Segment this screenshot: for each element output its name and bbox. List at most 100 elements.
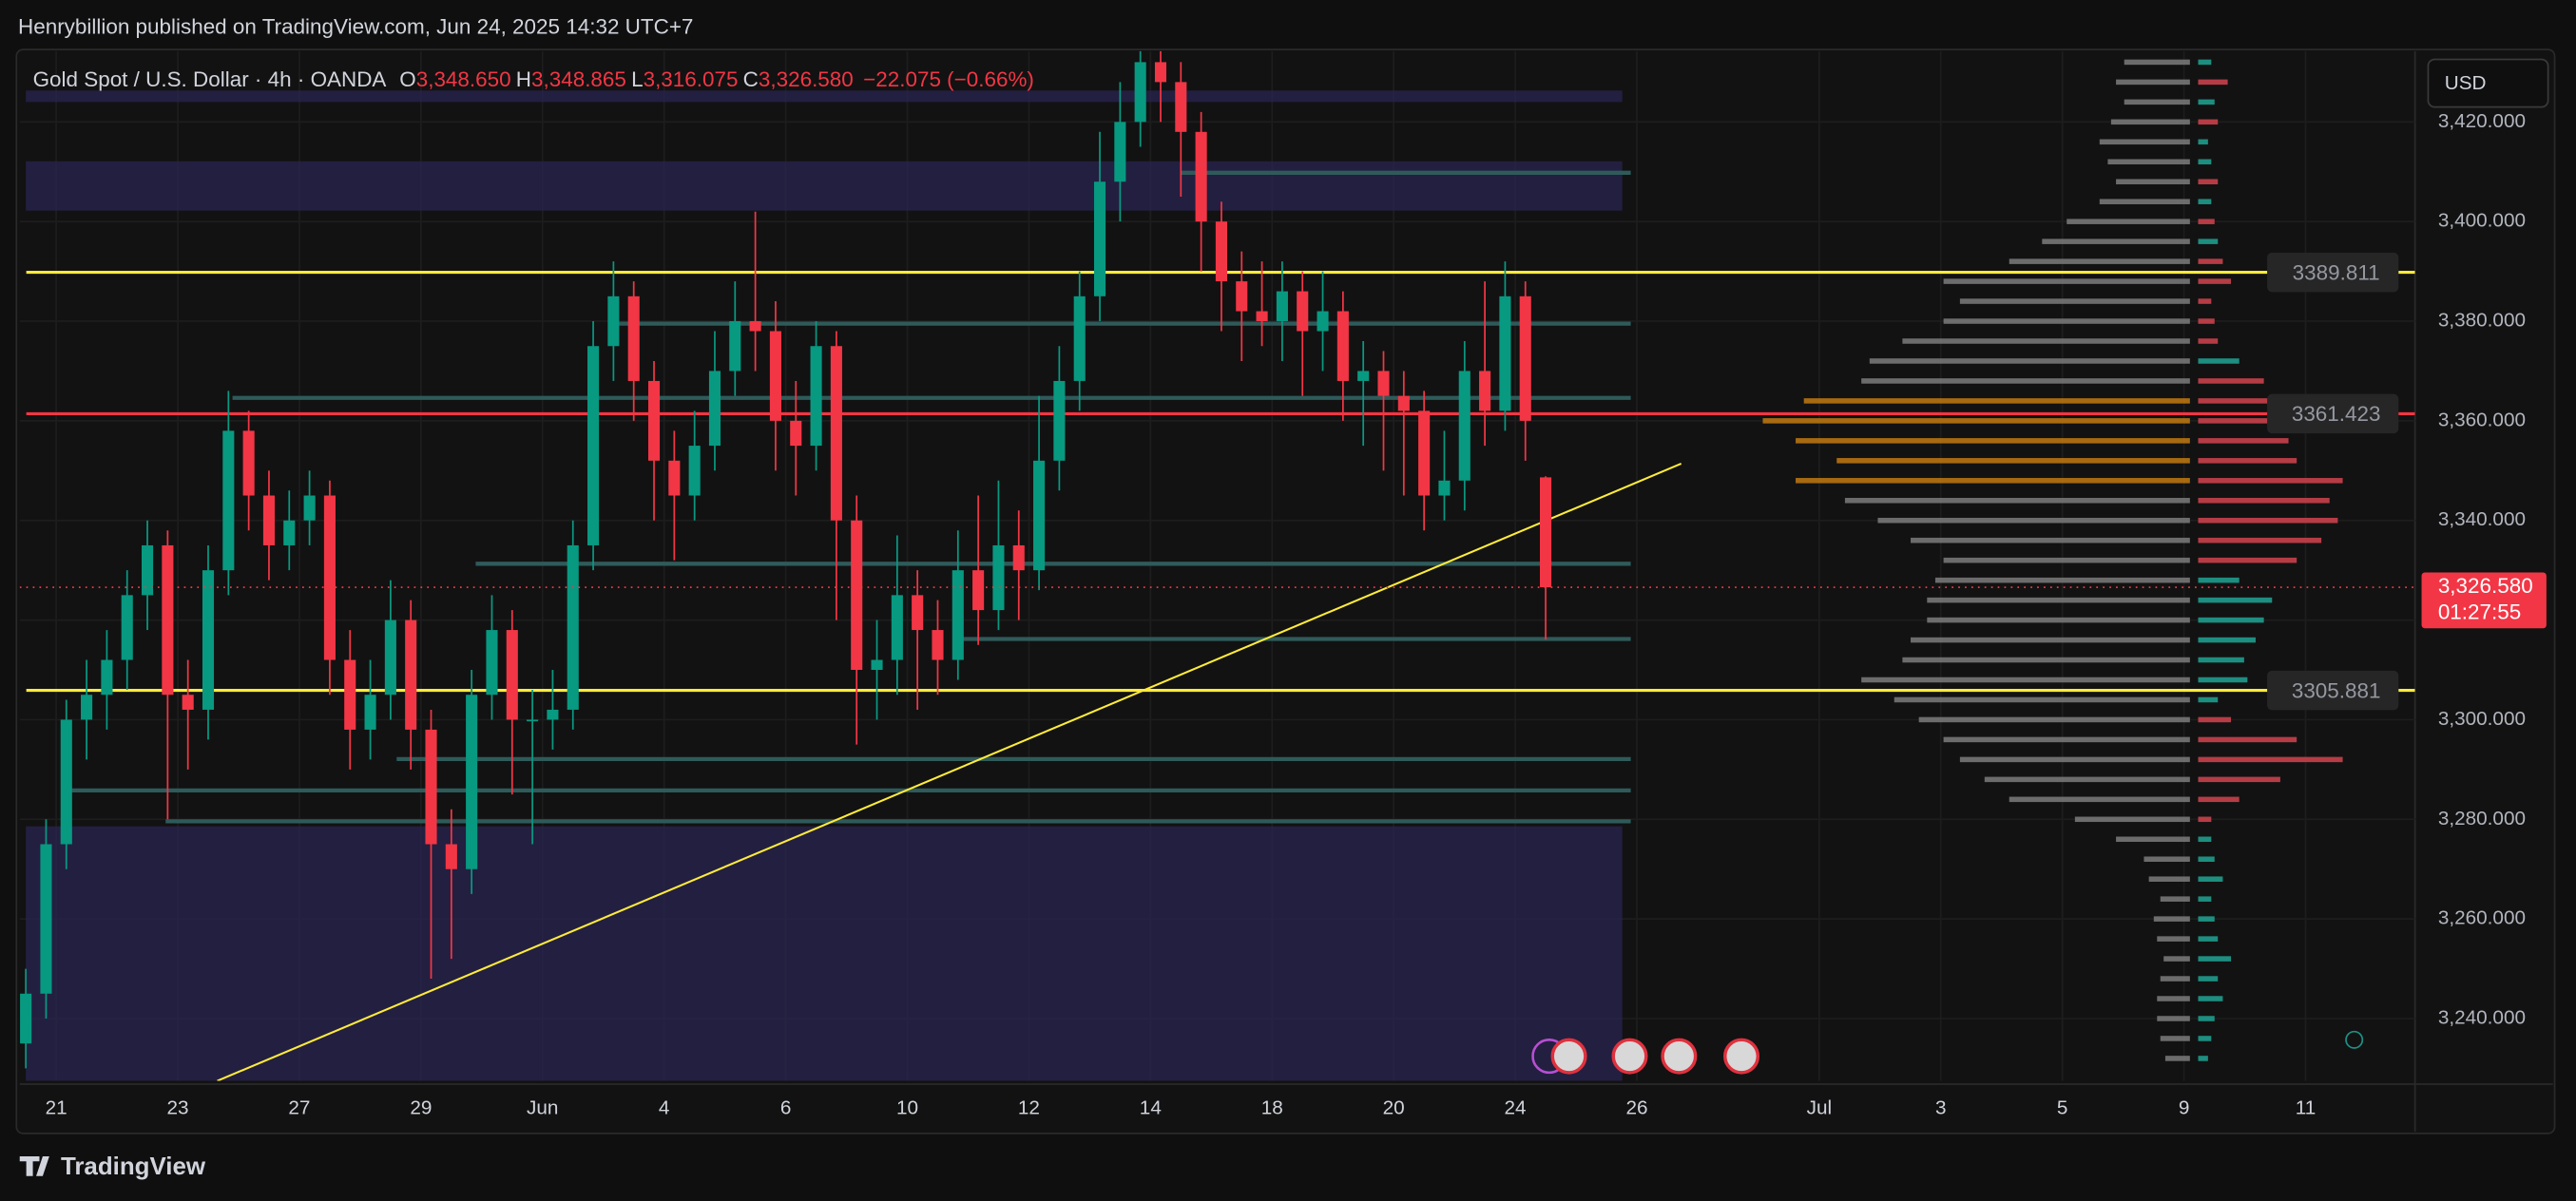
currency[interactable]: USD <box>2445 72 2487 94</box>
candle-body <box>182 695 194 710</box>
candle-body <box>851 520 863 671</box>
delta-bar <box>2198 996 2223 1001</box>
symbol: Gold Spot / U.S. Dollar · 4h · OANDA <box>33 67 387 91</box>
candle-body <box>81 695 93 720</box>
candle-body <box>1154 62 1167 83</box>
volume-bar <box>1796 438 2190 444</box>
volume-bar <box>2124 59 2190 66</box>
event-icon[interactable] <box>1611 1038 1648 1075</box>
delta-bar <box>2198 896 2212 902</box>
ohlc-key: H <box>516 67 531 91</box>
volume-bar <box>2107 159 2190 165</box>
x-tick-label: 20 <box>1383 1096 1405 1118</box>
candle-body <box>506 630 518 720</box>
delta-bar <box>2198 517 2338 524</box>
candle-body <box>466 695 478 869</box>
volume-bar <box>2009 796 2190 803</box>
candle-body <box>425 729 437 845</box>
x-tick-label: 29 <box>410 1096 432 1118</box>
candle-body <box>40 844 52 994</box>
candle-body <box>527 719 539 722</box>
candle-body <box>1418 410 1431 496</box>
volume-bar <box>2099 139 2190 145</box>
volume-bar <box>2160 896 2190 902</box>
volume-bar <box>2148 876 2190 882</box>
x-tick-label: 3 <box>1935 1096 1947 1118</box>
event-icon[interactable] <box>1661 1038 1698 1075</box>
candle-body <box>262 495 276 545</box>
y-tick-label: 3,380.000 <box>2438 309 2526 331</box>
event-icon[interactable] <box>1723 1038 1760 1075</box>
candle-body <box>1093 181 1106 296</box>
event-icon[interactable] <box>1550 1038 1587 1075</box>
ohlc-value: 3,316.075 <box>644 67 739 91</box>
x-tick-label: 24 <box>1505 1096 1527 1118</box>
candle-body <box>1215 221 1227 282</box>
volume-bar <box>2099 199 2190 204</box>
volume-bar <box>2164 1056 2190 1061</box>
candle-body <box>60 719 72 845</box>
event-icons <box>1531 1038 1760 1075</box>
candle-body <box>607 295 620 347</box>
candle-body <box>405 620 417 730</box>
delta-bar <box>2198 179 2219 185</box>
volume-bar <box>2116 836 2190 843</box>
candle-body <box>20 993 32 1044</box>
x-tick-label: 23 <box>167 1096 189 1118</box>
y-tick-label: 3,280.000 <box>2438 808 2526 829</box>
ohlc-value: 3,348.865 <box>531 67 626 91</box>
y-tick-label: 3,420.000 <box>2438 110 2526 132</box>
volume-bar <box>2009 258 2190 264</box>
candle-body <box>1256 311 1268 322</box>
volume-bar <box>1869 358 2190 364</box>
delta-bar <box>2198 199 2212 204</box>
candle-body <box>992 544 1005 611</box>
delta-bar <box>2198 836 2212 843</box>
currency-button[interactable] <box>2427 58 2549 108</box>
delta-bar <box>2198 976 2219 982</box>
candle-body <box>121 595 133 660</box>
candle-body <box>1236 281 1248 312</box>
candle-body <box>222 430 235 571</box>
candle-body <box>668 460 681 496</box>
candle-body <box>769 331 781 421</box>
candle-body <box>749 321 761 332</box>
delta-bar <box>2198 159 2212 165</box>
candle-body <box>242 430 255 496</box>
candle-body <box>790 420 802 447</box>
volume-bar <box>1934 577 2190 583</box>
delta-bar <box>2198 637 2256 643</box>
volume-bar <box>2143 856 2190 863</box>
delta-bar <box>2198 856 2215 863</box>
candle-body <box>1458 371 1471 481</box>
delta-bar <box>2198 1036 2212 1041</box>
delta-bar <box>2198 776 2280 783</box>
last-price-label: 3,326.580 <box>2438 574 2533 598</box>
candle-body <box>1377 371 1390 396</box>
volume-bar <box>1861 677 2190 683</box>
change: −22.075 (−0.66%) <box>863 67 1034 91</box>
x-tick-label: 9 <box>2179 1096 2190 1118</box>
delta-bar <box>2198 318 2215 324</box>
candle-body <box>1317 311 1329 332</box>
delta-bar <box>2198 497 2330 504</box>
y-tick-label: 3,260.000 <box>2438 907 2526 929</box>
candle-body <box>445 844 457 869</box>
candle-body <box>141 544 154 596</box>
candle-body <box>830 346 842 521</box>
volume-bar <box>2160 976 2190 982</box>
delta-bar <box>2198 657 2244 663</box>
candle-body <box>303 495 316 521</box>
delta-bar <box>2198 1016 2215 1021</box>
delta-bar <box>2198 139 2208 145</box>
delta-bar <box>2198 876 2223 882</box>
delta-bar <box>2198 916 2215 922</box>
candle-body <box>1357 371 1370 381</box>
delta-bar <box>2198 1056 2208 1061</box>
x-tick-label: 11 <box>2296 1096 2316 1118</box>
x-tick-label: 5 <box>2057 1096 2068 1118</box>
zone <box>26 90 1623 103</box>
volume-bar <box>1911 637 2190 643</box>
delta-bar <box>2198 537 2322 543</box>
